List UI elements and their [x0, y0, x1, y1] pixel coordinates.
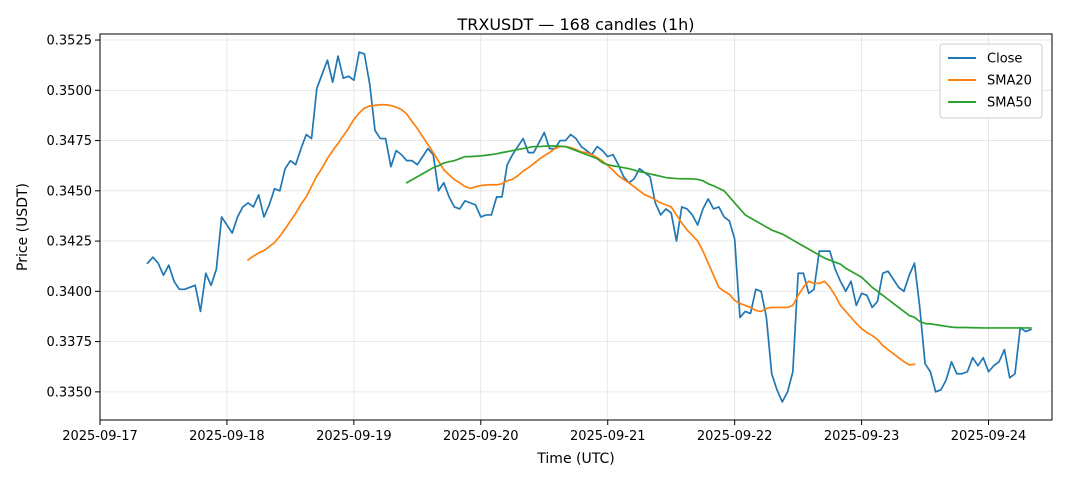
legend: Close SMA20 SMA50: [939, 43, 1043, 119]
y-tick-label: 0.3450: [47, 184, 93, 199]
legend-box: [939, 43, 1043, 119]
y-tick-label: 0.3350: [47, 385, 93, 400]
x-axis-label: Time (UTC): [536, 451, 614, 467]
x-tick-label: 2025-09-19: [316, 429, 392, 444]
series-line-close: [146, 51, 1032, 403]
x-tick-label: 2025-09-17: [62, 429, 138, 444]
y-tick-label: 0.3525: [47, 34, 93, 49]
x-tick-label: 2025-09-23: [824, 429, 900, 444]
x-tick-label: 2025-09-21: [570, 429, 646, 444]
grid: [99, 34, 1052, 420]
legend-label: Close: [987, 52, 1022, 67]
legend-label: SMA20: [987, 74, 1032, 89]
x-tick-label: 2025-09-24: [951, 429, 1027, 444]
x-tick-label: 2025-09-20: [443, 429, 519, 444]
x-tick-label: 2025-09-22: [697, 429, 773, 444]
y-tick-label: 0.3375: [47, 335, 93, 350]
y-tick-label: 0.3400: [47, 285, 93, 300]
y-axis: 0.3350 0.3375 0.3400 0.3425 0.3450 0.3475 0.35…: [47, 34, 100, 400]
series-layer: [146, 51, 1032, 403]
series-line-sma50: [405, 145, 1032, 329]
chart-title: TRXUSDT — 168 candles (1h): [456, 15, 694, 34]
x-axis: 2025-09-17 2025-09-18 2025-09-19 2025-09-20…: [62, 420, 1026, 444]
y-axis-label: Price (USDT): [15, 183, 31, 271]
plot-frame: [99, 33, 1053, 421]
y-tick-label: 0.3475: [47, 134, 93, 149]
y-tick-label: 0.3500: [47, 84, 93, 99]
x-tick-label: 2025-09-18: [189, 429, 265, 444]
y-tick-label: 0.3425: [47, 235, 93, 250]
legend-label: SMA50: [987, 96, 1032, 111]
